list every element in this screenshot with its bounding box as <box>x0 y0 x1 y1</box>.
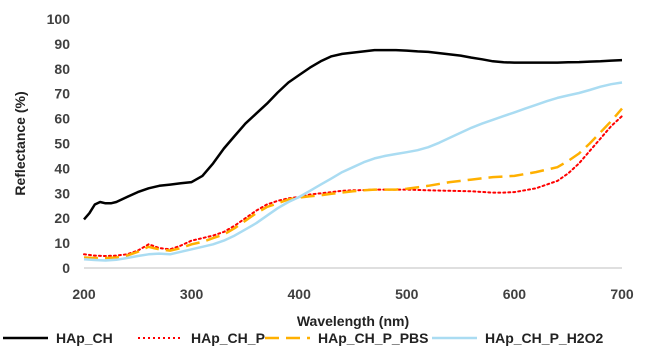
series-line-hap-ch-p-pbs <box>83 107 623 260</box>
legend: HAp_CH HAp_CH_P HAp_CH_P_PBS HAp_CH_P_H2O2 <box>3 330 603 346</box>
y-tick-label: 90 <box>54 36 70 52</box>
y-tick-label: 60 <box>54 111 70 127</box>
series-line-hap-ch-p <box>83 115 623 257</box>
legend-label: HAp_CH_P_H2O2 <box>485 330 603 346</box>
y-tick-label: 40 <box>54 160 70 176</box>
y-tick-label: 20 <box>54 210 70 226</box>
y-tick-label: 80 <box>54 61 70 77</box>
y-tick-label: 30 <box>54 185 70 201</box>
y-axis-title: Reflectance (%) <box>12 91 28 195</box>
legend-label: HAp_CH_P_PBS <box>318 330 428 346</box>
series-line-hap-ch <box>83 48 623 221</box>
x-tick-label: 600 <box>503 286 527 302</box>
x-tick-label: 400 <box>288 286 312 302</box>
x-axis-title: Wavelength (nm) <box>297 313 409 329</box>
y-tick-label: 70 <box>54 86 70 102</box>
x-tick-label: 200 <box>72 286 96 302</box>
legend-label: HAp_CH_P <box>191 330 265 346</box>
series-line-hap-ch-p-h2o2 <box>83 81 623 262</box>
series-lines <box>83 48 623 262</box>
y-tick-label: 100 <box>47 11 71 27</box>
legend-label: HAp_CH <box>56 330 113 346</box>
x-tick-label: 300 <box>180 286 204 302</box>
y-tick-label: 50 <box>54 136 70 152</box>
y-tick-label: 0 <box>62 260 70 276</box>
y-tick-label: 10 <box>54 235 70 251</box>
x-tick-label: 700 <box>610 286 634 302</box>
tick-labels: 0 10 20 30 40 50 60 70 80 90 100 200 300 400 500 600 700 <box>47 11 634 302</box>
x-tick-label: 500 <box>395 286 419 302</box>
